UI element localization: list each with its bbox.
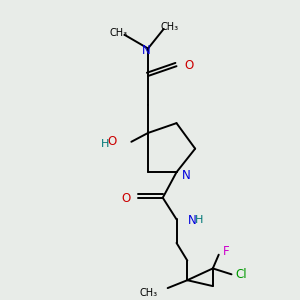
Text: CH₃: CH₃ — [110, 28, 128, 38]
Text: CH₃: CH₃ — [160, 22, 179, 32]
Text: N: N — [142, 44, 150, 57]
Text: H: H — [195, 215, 203, 225]
Text: F: F — [223, 245, 229, 258]
Text: CH₃: CH₃ — [140, 288, 158, 298]
Text: O: O — [184, 59, 194, 72]
Text: Cl: Cl — [236, 268, 247, 281]
Text: H: H — [101, 139, 109, 149]
Text: O: O — [107, 135, 116, 148]
Text: N: N — [188, 214, 197, 227]
Text: N: N — [182, 169, 190, 182]
Text: O: O — [121, 192, 130, 205]
